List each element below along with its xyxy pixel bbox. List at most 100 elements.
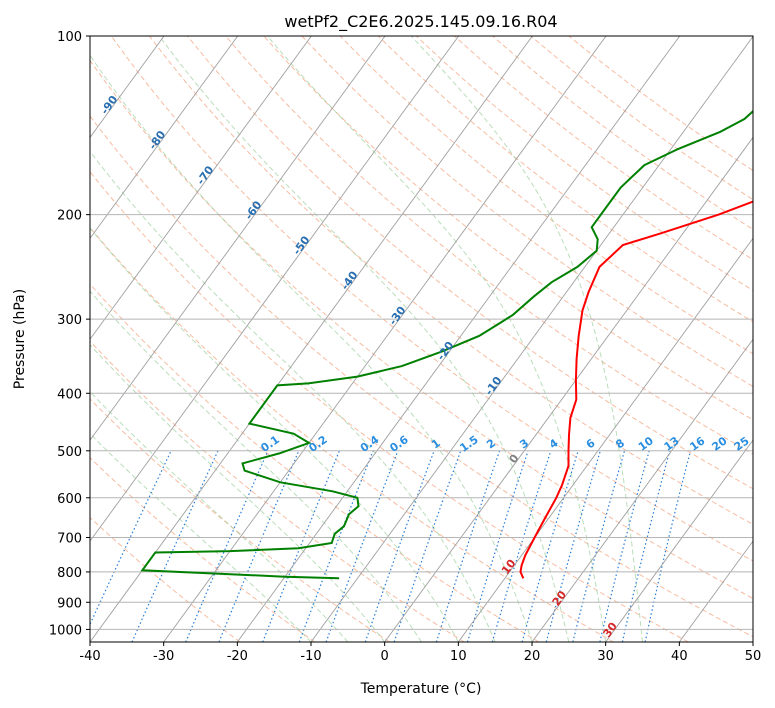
dry-adiabat [90, 457, 315, 642]
dry-adiabat [90, 283, 540, 642]
isotherm-line [605, 439, 753, 642]
y-tick-label: 900 [57, 596, 82, 611]
mixing-ratio-line [599, 450, 650, 642]
dry-adiabat [225, 36, 753, 455]
isotherm-line [90, 36, 239, 240]
isotherm-label: -10 [482, 374, 504, 398]
x-tick-label: 20 [524, 649, 541, 664]
x-tick-label: -40 [79, 649, 100, 664]
isotherm-label: 10 [499, 557, 519, 577]
mixing-ratio-label: 4 [547, 436, 561, 451]
moist-adiabat [267, 36, 607, 642]
mixing-ratio-line [491, 450, 552, 642]
dry-adiabat [149, 36, 753, 525]
isotherm-label: 0 [507, 452, 522, 466]
mixing-ratio-label: 0.4 [358, 433, 382, 455]
dry-adiabat [90, 115, 753, 638]
mixing-ratio-label: 0.6 [387, 433, 411, 455]
isotherm-line [310, 36, 753, 642]
moist-adiabat [90, 150, 496, 642]
mixing-ratio-line [218, 450, 300, 642]
mixing-ratio-line [364, 450, 435, 642]
dry-adiabat [454, 36, 753, 261]
x-tick-label: 30 [597, 649, 614, 664]
dry-adiabat [530, 36, 753, 201]
mixing-ratio-line [572, 450, 626, 642]
y-tick-label: 300 [57, 313, 82, 328]
x-tick-label: -20 [227, 649, 248, 664]
dewpoint-profile [140, 109, 753, 580]
mixing-ratio-line [435, 450, 501, 642]
isotherm-line [678, 540, 753, 642]
moist-adiabat [158, 36, 570, 642]
isotherm-label: -70 [194, 163, 216, 187]
isotherm-label: -50 [290, 233, 312, 257]
isotherm-line [384, 136, 753, 642]
x-tick-label: -10 [300, 649, 321, 664]
y-axis-label: Pressure (hPa) [12, 289, 28, 389]
isotherm-label: -90 [98, 93, 120, 117]
mixing-ratio-line [185, 450, 269, 642]
mixing-ratio-line [298, 450, 374, 642]
isotherm-label: -60 [242, 198, 264, 222]
isotherm-line [531, 338, 753, 642]
mixing-ratio-line [90, 450, 172, 626]
y-tick-label: 500 [57, 445, 82, 460]
isotherm-line [90, 36, 312, 341]
y-tick-label: 600 [57, 492, 82, 507]
chart-title: wetPf2_C2E6.2025.145.09.16.R04 [284, 12, 557, 32]
dry-adiabat [90, 340, 465, 642]
moist-adiabat [410, 36, 643, 642]
dry-adiabat [90, 398, 390, 642]
dry-adiabat [301, 36, 753, 388]
isotherm-line [90, 36, 386, 441]
moist-adiabat [90, 390, 349, 642]
y-tick-label: 700 [57, 532, 82, 547]
mixing-ratio-line [393, 450, 462, 642]
isotherm-label: -80 [146, 128, 168, 152]
isotherm-label: 20 [550, 588, 570, 608]
x-axis-label: Temperature (°C) [360, 681, 482, 697]
dry-adiabat [187, 36, 753, 490]
mixing-ratio-line [466, 450, 529, 642]
isotherm-line [752, 641, 753, 642]
mixing-ratio-line [644, 450, 692, 642]
mixing-ratio-line [621, 450, 671, 642]
y-tick-label: 400 [57, 387, 82, 402]
x-tick-label: -30 [153, 649, 174, 664]
isotherm-label: 40 [651, 651, 671, 671]
dry-adiabat [492, 36, 753, 230]
mixing-ratio-label: 6 [584, 436, 598, 451]
dry-adiabat [90, 170, 689, 642]
isotherm-label: -20 [434, 339, 456, 363]
dry-adiabat [377, 36, 753, 323]
moist-adiabat [90, 54, 533, 642]
y-tick-label: 200 [57, 209, 82, 224]
mixing-ratio-line [131, 450, 219, 642]
moist-adiabat [90, 432, 312, 642]
mixing-ratio-line [521, 450, 579, 642]
moist-adiabat [90, 227, 459, 642]
mixing-ratio-label: 1 [429, 436, 443, 451]
temperature-profile [519, 200, 753, 579]
moist-adiabat [90, 290, 422, 642]
dry-adiabat [90, 516, 241, 642]
y-tick-label: 1000 [49, 623, 82, 638]
isotherm-label: -100 [48, 55, 75, 85]
y-tick-label: 100 [57, 30, 82, 45]
dry-adiabat [339, 36, 753, 355]
plot-frame [89, 35, 754, 643]
isotherm-line [236, 36, 681, 642]
mixing-ratio-line [262, 450, 340, 642]
isotherm-line [90, 36, 533, 642]
isotherm-line [163, 36, 607, 642]
mixing-ratio-label: 30 [754, 434, 774, 454]
x-tick-label: 50 [745, 649, 762, 664]
mixing-ratio-line [545, 450, 601, 642]
x-tick-label: 40 [671, 649, 688, 664]
x-tick-label: 10 [450, 649, 467, 664]
x-tick-label: 0 [381, 649, 389, 664]
mixing-ratio-line [325, 450, 399, 642]
dry-adiabat [110, 36, 753, 562]
